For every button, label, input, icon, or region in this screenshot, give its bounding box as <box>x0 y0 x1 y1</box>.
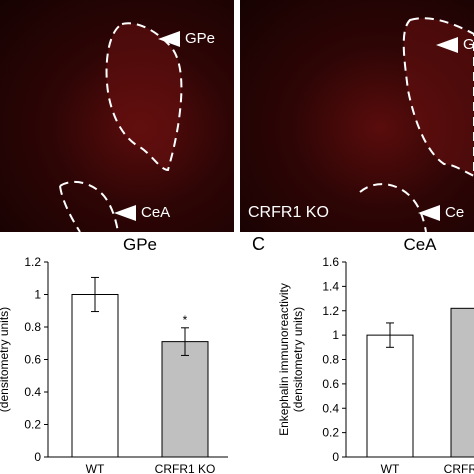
y-tick-label: 0 <box>34 450 41 464</box>
bar <box>71 294 119 458</box>
arrow-icon <box>418 204 440 221</box>
x-category-label: WT <box>381 462 400 474</box>
cea-arrow-label: CeA <box>114 204 170 221</box>
y-tick-label: 0.6 <box>24 353 41 367</box>
cea-arrow-label: Ce <box>418 204 464 221</box>
bar <box>450 307 474 458</box>
y-tick-label: 0 <box>332 450 339 464</box>
bar-charts: GPe 0 0.2 0.4 0.6 0.8 1 1.2 (densitometry units)… <box>0 234 474 474</box>
micrograph-wt: GPe CeA <box>0 0 234 232</box>
chart-title: CeA <box>403 235 437 254</box>
x-category-label: CRFR1 KO <box>444 462 474 474</box>
bar <box>161 341 209 458</box>
y-tick-label: 1.2 <box>24 255 41 269</box>
micrograph-ko-outlines <box>359 17 474 232</box>
cea-outline <box>359 183 427 232</box>
condition-label: CRFR1 KO <box>248 204 329 221</box>
gpe-arrow-label: GPe <box>158 30 215 47</box>
y-tick-label: 0.8 <box>322 353 339 367</box>
y-tick-label: 1.4 <box>322 279 339 293</box>
y-tick-label: 1 <box>332 328 339 342</box>
micrograph-ko: GPe Ce CRFR1 KO <box>240 0 474 232</box>
x-category-label: WT <box>86 462 105 474</box>
y-tick-label: 0.8 <box>24 320 41 334</box>
y-axis-label: (densitometry units) <box>291 307 305 412</box>
gpe-outline <box>402 17 474 178</box>
arrow-icon <box>436 36 458 53</box>
cea-outline <box>59 180 119 232</box>
panel-letter: C <box>252 234 265 254</box>
y-tick-label: 1.2 <box>322 304 339 318</box>
y-tick-label: 0.6 <box>322 377 339 391</box>
gpe-outline <box>105 22 183 172</box>
chart-title: GPe <box>123 235 157 254</box>
chart-cea: CeA C 0 0.2 0.4 0.6 0.8 1 1.2 1.4 1.6 Enkephalin im… <box>252 234 474 474</box>
x-category-label: CRFR1 KO <box>155 462 216 474</box>
y-axis-label: Enkephalin immunoreactivity <box>277 283 291 436</box>
y-tick-label: 1.6 <box>322 255 339 269</box>
significance-mark: * <box>183 313 188 327</box>
chart-gpe: GPe 0 0.2 0.4 0.6 0.8 1 1.2 (densitometry units)… <box>0 235 228 474</box>
y-tick-label: 0.4 <box>322 401 339 415</box>
arrow-icon <box>158 30 180 47</box>
y-tick-label: 1 <box>34 288 41 302</box>
y-tick-label: 0.2 <box>322 426 339 440</box>
y-tick-label: 0.2 <box>24 418 41 432</box>
gpe-arrow-label: GPe <box>436 36 474 53</box>
arrow-icon <box>114 204 136 221</box>
y-axis-label: (densitometry units) <box>0 307 11 412</box>
bar <box>366 334 414 458</box>
micrograph-wt-outlines <box>59 22 183 232</box>
y-tick-label: 0.4 <box>24 385 41 399</box>
